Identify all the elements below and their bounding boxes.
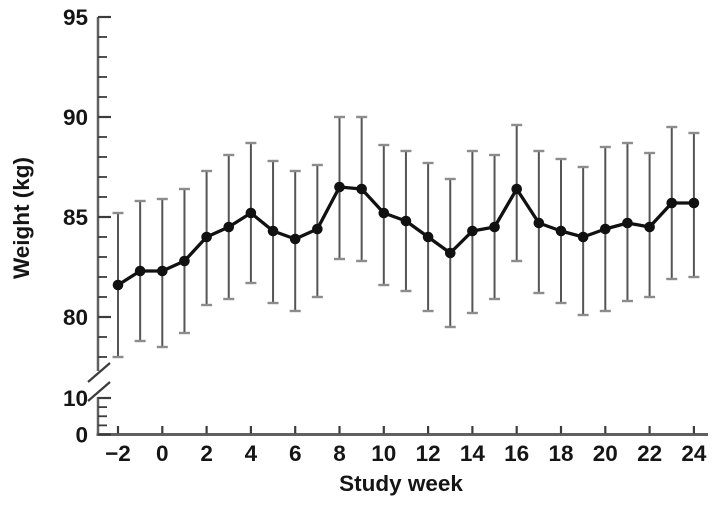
axes <box>87 17 708 436</box>
x-tick-label: 4 <box>245 441 258 466</box>
data-point <box>600 223 611 235</box>
x-tick-label: 24 <box>681 441 707 466</box>
x-tick-label: 10 <box>371 441 396 466</box>
data-point <box>533 217 545 229</box>
x-axis-title: Study week <box>339 471 463 496</box>
x-tick-label: 0 <box>156 441 169 466</box>
data-point <box>157 265 168 277</box>
data-point <box>289 233 301 245</box>
data-point <box>467 225 478 237</box>
error-bars <box>112 115 700 359</box>
x-ticks: −2 0 2 4 6 8 10 12 14 16 18 20 22 24 <box>105 426 707 466</box>
x-tick-label: 20 <box>593 441 618 466</box>
y-tick-label: 85 <box>63 205 88 230</box>
y-tick-label: 95 <box>63 5 88 30</box>
data-point <box>489 221 500 233</box>
data-point <box>267 225 279 237</box>
x-tick-label: 22 <box>637 441 662 466</box>
x-tick-label: 2 <box>200 441 213 466</box>
data-point <box>511 183 522 195</box>
data-point <box>112 279 124 291</box>
data-point <box>356 183 367 195</box>
data-point <box>666 197 678 209</box>
x-tick-label: 16 <box>504 441 529 466</box>
axis-break-slash <box>87 362 111 383</box>
data-point <box>312 223 323 235</box>
data-point <box>378 207 390 219</box>
data-point <box>555 225 567 237</box>
y-ticks: 95 90 85 80 10 0 <box>63 5 111 448</box>
x-tick-label: 6 <box>289 441 302 466</box>
x-tick-label: 18 <box>548 441 573 466</box>
x-tick-label: 14 <box>460 441 486 466</box>
data-points <box>112 181 700 291</box>
y-tick-label: 80 <box>63 305 88 330</box>
data-point <box>444 247 456 259</box>
data-point <box>622 217 633 229</box>
x-tick-label: −2 <box>105 441 131 466</box>
x-tick-label: 12 <box>416 441 441 466</box>
axis-break-slash <box>87 381 111 402</box>
data-point <box>400 215 412 227</box>
data-point <box>644 221 655 233</box>
data-point <box>422 231 434 243</box>
data-point <box>134 265 146 277</box>
data-point <box>179 255 190 267</box>
data-point <box>577 231 589 243</box>
data-point <box>201 231 212 243</box>
y-tick-label: 10 <box>63 386 88 411</box>
data-point <box>223 221 235 233</box>
data-point <box>245 207 257 219</box>
x-tick-label: 8 <box>333 441 346 466</box>
y-axis-title: Weight (kg) <box>9 156 34 280</box>
data-point <box>688 197 700 209</box>
y-tick-label: 90 <box>63 105 88 130</box>
data-point <box>334 181 345 193</box>
y-tick-label: 0 <box>75 423 88 448</box>
